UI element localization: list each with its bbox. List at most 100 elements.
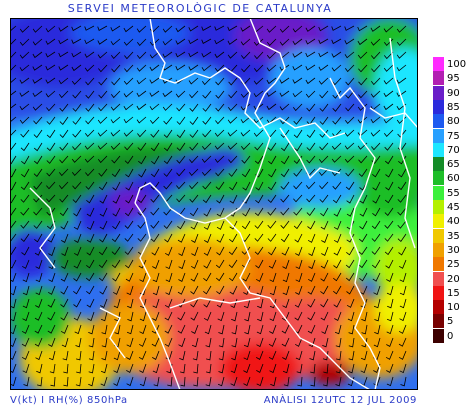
- wind-barb: [318, 51, 329, 58]
- wind-barb: [335, 350, 342, 361]
- wind-barb: [319, 90, 329, 99]
- wind-barb: [84, 155, 95, 163]
- wind-barb: [112, 285, 121, 295]
- wind-barb: [32, 38, 43, 46]
- wind-barb: [229, 285, 238, 295]
- wind-barb: [127, 311, 134, 322]
- wind-barb: [110, 129, 121, 137]
- wind-barb: [383, 90, 394, 98]
- wind-barb: [97, 51, 108, 59]
- wind-barb: [112, 272, 121, 282]
- wind-barb: [46, 142, 56, 152]
- wind-barb: [215, 103, 225, 112]
- wind-barb: [334, 311, 342, 321]
- wind-barb: [333, 233, 342, 243]
- wind-barb: [306, 142, 316, 151]
- wind-barb: [256, 350, 264, 360]
- wind-barb: [332, 116, 342, 125]
- wind-barb: [201, 25, 212, 31]
- wind-barb: [150, 129, 160, 138]
- wind-barb: [218, 363, 225, 374]
- wind-barb: [335, 376, 342, 387]
- wind-barb: [215, 168, 225, 177]
- wind-barb: [178, 246, 186, 257]
- wind-barb: [98, 90, 108, 99]
- wind-barb: [193, 376, 199, 387]
- legend-label-90: 90: [447, 87, 460, 99]
- wind-barb: [371, 233, 381, 242]
- wind-barb: [345, 181, 355, 191]
- wind-barb: [357, 116, 368, 124]
- wind-barb: [125, 194, 134, 204]
- wind-barb: [191, 246, 199, 257]
- wind-barb: [176, 194, 186, 203]
- wind-barb: [384, 142, 394, 151]
- wind-barb: [332, 194, 342, 204]
- wind-barb: [63, 363, 69, 374]
- wind-barb: [202, 90, 212, 99]
- wind-barb: [124, 155, 134, 165]
- wind-barb: [253, 77, 264, 85]
- wind-barb: [374, 324, 381, 335]
- wind-barb: [138, 168, 147, 178]
- wind-barb: [266, 38, 277, 47]
- wind-barb: [386, 272, 394, 282]
- wind-barb: [270, 376, 277, 387]
- wind-barb: [310, 363, 316, 374]
- wind-barb: [34, 311, 43, 321]
- wind-barb: [293, 129, 303, 139]
- wind-barb: [267, 142, 277, 152]
- wind-barb: [331, 155, 342, 163]
- wind-barb: [98, 64, 108, 73]
- wind-barb: [346, 246, 355, 256]
- wind-barb: [45, 64, 56, 71]
- wind-barb: [123, 116, 134, 124]
- wind-barb: [319, 142, 329, 151]
- wind-barb: [33, 129, 43, 139]
- wind-barb: [32, 90, 43, 97]
- wind-barb: [359, 285, 368, 295]
- wind-barb: [319, 181, 329, 190]
- wind-barb: [397, 194, 407, 203]
- wind-barb: [59, 207, 69, 217]
- wind-barb: [74, 233, 82, 243]
- wind-barb: [294, 298, 303, 308]
- wind-barb: [319, 116, 329, 125]
- wind-barb: [214, 64, 225, 72]
- wind-barb: [371, 142, 381, 151]
- wind-barb: [86, 207, 95, 217]
- wind-barb: [72, 181, 82, 190]
- wind-barb: [243, 337, 251, 348]
- wind-barb: [359, 272, 368, 282]
- wind-barb: [61, 259, 69, 269]
- wind-barb: [72, 194, 82, 204]
- wind-barb: [279, 25, 290, 33]
- wind-barb: [229, 220, 238, 230]
- wind-barb: [123, 38, 134, 46]
- wind-barb: [201, 168, 212, 177]
- wind-barb: [176, 142, 186, 152]
- wind-barb: [152, 363, 160, 374]
- wind-barb: [282, 285, 290, 296]
- wind-barb: [110, 90, 121, 99]
- wind-barb: [137, 233, 147, 242]
- wind-barb: [176, 155, 186, 164]
- wind-barb: [88, 324, 95, 335]
- wind-barb: [345, 90, 355, 99]
- wind-barb: [86, 233, 95, 243]
- wind-barb: [126, 337, 134, 348]
- wind-barb: [32, 77, 43, 84]
- wind-barb: [346, 207, 355, 217]
- wind-barb: [331, 142, 342, 150]
- wind-barb: [20, 142, 30, 152]
- wind-barb: [150, 168, 160, 178]
- wind-barb: [88, 363, 95, 374]
- wind-barb: [242, 207, 251, 217]
- wind-barb: [10, 311, 17, 322]
- wind-barb: [149, 116, 160, 125]
- wind-barb: [384, 233, 394, 242]
- wind-barb: [279, 64, 290, 71]
- wind-barb: [268, 337, 277, 347]
- wind-barb: [399, 311, 407, 322]
- wind-barb: [214, 25, 225, 31]
